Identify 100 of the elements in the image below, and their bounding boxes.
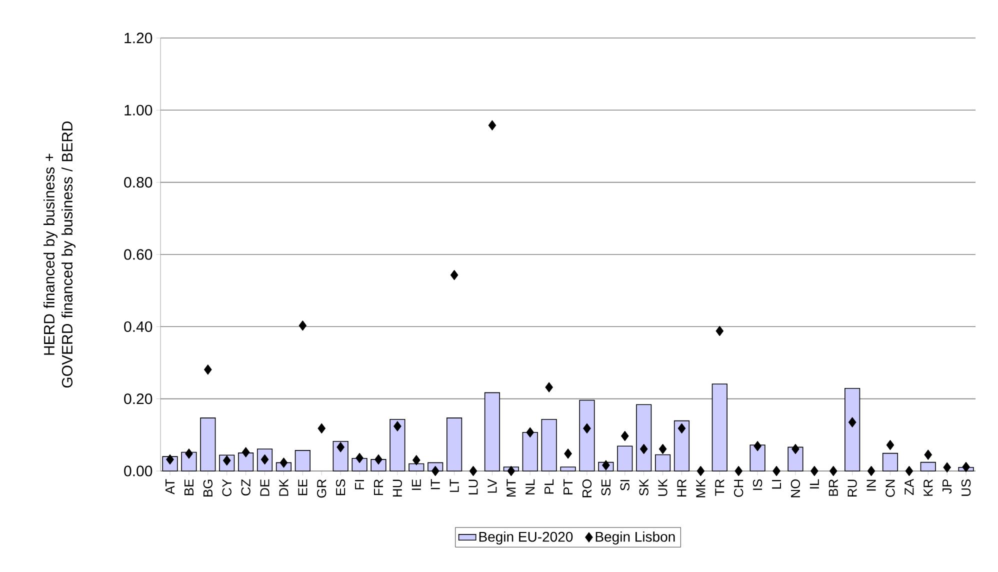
x-tick-label: IS [752,479,762,490]
x-tick-label: GR [317,479,326,498]
bar [200,418,216,472]
x-tick-label: PT [564,479,572,494]
y-tick-label: 1.00 [124,104,152,116]
point [469,466,478,476]
point [905,466,914,476]
bar [390,418,406,472]
x-tick-label: MT [506,479,516,496]
point [754,440,762,452]
point [810,466,818,476]
point [507,466,516,476]
x-tick-label: HR [677,479,686,496]
point [829,466,838,476]
point [356,452,364,464]
point [658,444,667,454]
point [886,440,894,450]
point [185,448,193,459]
point [488,120,496,131]
point [962,462,970,472]
x-tick-label: FR [374,479,383,496]
x-tick-label: SK [639,478,648,496]
y-tick-label: 0.80 [124,177,152,188]
bar [712,384,728,472]
point [564,448,572,459]
bar [750,444,766,472]
x-tick-label: FI [355,480,364,490]
point [924,450,932,460]
x-tick-label: IE [412,479,421,490]
point [620,430,629,442]
bar [788,446,804,472]
x-tick-label: KR [924,479,933,496]
point [393,421,402,432]
x-tick-label: NL [526,479,535,494]
point [318,423,326,434]
x-tick-label: PL [544,479,554,494]
bar [920,462,936,472]
point [583,423,591,434]
x-tick-label: LV [488,478,497,493]
point [298,320,307,331]
legend-label: Begin Lisbon [596,531,675,545]
x-tick-label: NO [790,479,800,498]
point [792,444,800,454]
y-tick-label: 0.00 [124,466,152,476]
point [450,270,458,280]
x-tick-label: IN [866,480,876,491]
y-tick-label: 0.60 [124,249,152,260]
x-tick-label: ES [336,479,346,496]
x-tick-label: DE [260,479,270,496]
point [204,364,212,375]
y-tick-label: 0.20 [124,394,152,404]
point [431,466,440,476]
point [242,447,250,458]
x-tick-label: HU [392,480,402,496]
x-tick-label: LI [772,480,781,489]
point [734,466,743,476]
x-tick-label: SE [601,479,611,496]
x-tick-label: MK [696,478,706,498]
bar [294,450,310,472]
point [280,457,288,468]
x-tick-label: CZ [241,479,250,496]
x-tick-label: IT [430,479,440,490]
x-tick-label: DK [279,478,288,496]
bar [636,404,652,472]
x-tick-label: BE [184,479,194,496]
x-tick-label: CH [734,480,744,497]
point [412,454,420,466]
point [943,462,952,473]
bar [579,400,595,472]
x-tick-label: BG [203,480,213,497]
point [772,466,780,476]
y-axis-title: HERD financed by business + GOVERD financed by business / BERD [44,121,76,388]
point [696,466,705,476]
point [640,444,648,454]
x-tick-label: UK [658,478,668,496]
x-tick-label: CY [222,479,232,496]
x-tick-label: SI [620,480,630,490]
x-tick-label: JP [942,479,952,494]
bar [844,388,860,472]
x-tick-label: AT [166,479,174,494]
bar [882,452,898,472]
x-tick-label: IL [810,479,819,488]
x-tick-label: CN [886,480,895,497]
point [678,423,686,434]
x-tick-label: EE [298,479,308,496]
point [716,326,724,336]
point [867,466,876,476]
x-tick-label: ZA [904,478,914,495]
legend-label: Begin EU-2020 [479,531,573,545]
point [848,417,856,428]
y-tick-label: 1.20 [124,32,152,44]
x-tick-label: LT [450,479,459,492]
x-tick-label: US [961,479,971,496]
bar [674,420,690,472]
bar [560,466,576,472]
y-tick-label: 0.40 [124,321,152,332]
x-tick-label: BR [828,479,838,496]
bar [484,392,500,472]
bar [541,418,557,472]
x-tick-label: RO [582,479,592,498]
